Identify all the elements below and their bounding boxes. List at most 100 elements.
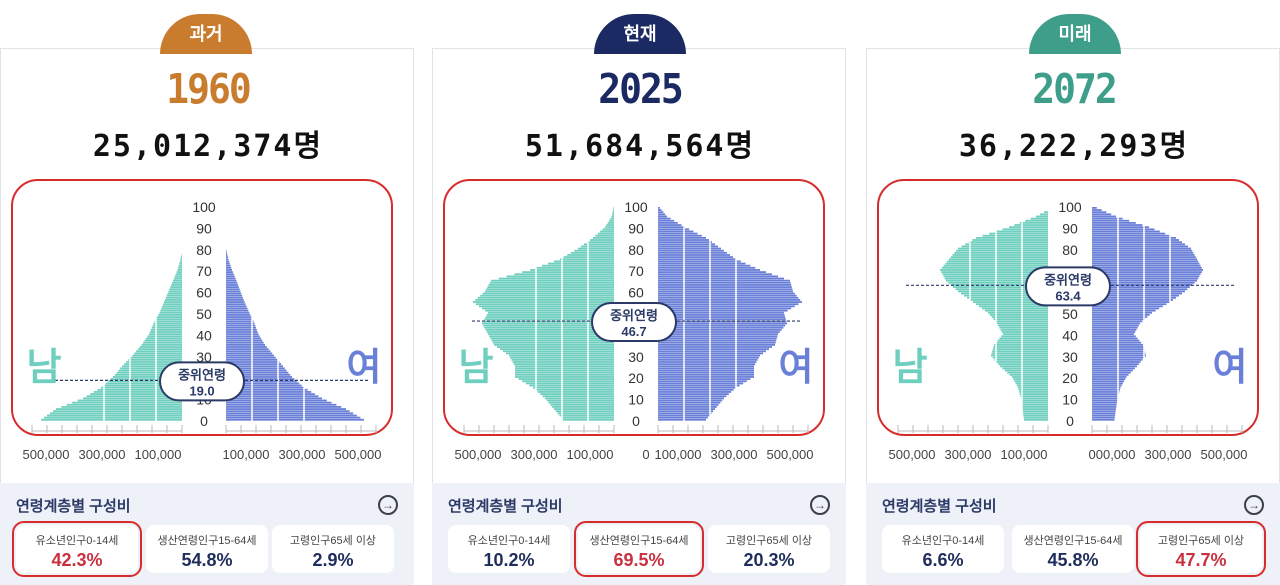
female-bar <box>1092 372 1131 374</box>
male-bar <box>178 267 182 269</box>
female-bar <box>658 385 740 387</box>
female-bar <box>1092 320 1142 322</box>
male-bar <box>990 314 1048 316</box>
ratio-title: 연령계층별 구성비 <box>882 495 997 516</box>
male-bar <box>67 404 182 406</box>
male-bar <box>133 355 183 357</box>
male-bar <box>954 252 1048 254</box>
female-bar <box>658 419 706 421</box>
year-label: 1960 <box>1 65 415 113</box>
male-bar <box>1021 400 1048 402</box>
arrow-right-icon[interactable]: → <box>378 495 398 515</box>
male-bar <box>1031 218 1048 220</box>
male-bar <box>613 209 614 211</box>
population-unit: 명 <box>726 129 756 164</box>
female-bar <box>658 211 663 213</box>
card-label: 고령인구65세 이상 <box>1140 532 1262 548</box>
population-unit: 명 <box>1160 129 1190 164</box>
male-bar <box>506 353 614 355</box>
male-bar <box>608 222 614 224</box>
male-bar <box>998 325 1048 327</box>
female-bar <box>658 318 786 320</box>
x-tick-label: 500,000 <box>1201 447 1248 462</box>
male-bar <box>47 415 182 417</box>
arrow-right-icon[interactable]: → <box>810 495 830 515</box>
male-bar <box>150 331 182 333</box>
female-bar <box>226 286 239 288</box>
age-tick-label: 100 <box>1058 199 1082 215</box>
female-bar <box>658 376 754 378</box>
male-bar <box>953 254 1048 256</box>
tab-present[interactable]: 현재 <box>594 14 686 54</box>
female-bar <box>1092 400 1117 402</box>
female-bar <box>658 305 795 307</box>
female-bar <box>226 290 240 292</box>
age-tick-label: 60 <box>196 285 212 301</box>
female-bar <box>1092 216 1116 218</box>
female-bar <box>658 380 747 382</box>
card-value: 47.7% <box>1140 550 1262 571</box>
population-number: 51,684,564 <box>525 129 726 164</box>
card-youth: 유소년인구0-14세 6.6% <box>882 525 1004 573</box>
female-bar <box>658 335 777 337</box>
male-bar <box>983 235 1048 237</box>
female-bar <box>658 293 795 295</box>
tab-past[interactable]: 과거 <box>160 14 252 54</box>
female-bar <box>658 316 785 318</box>
card-label: 유소년인구0-14세 <box>16 532 138 548</box>
male-bar <box>1001 335 1048 337</box>
female-bar <box>226 404 336 406</box>
male-bar <box>1024 417 1048 419</box>
male-bar <box>1022 402 1048 404</box>
year-label: 2025 <box>433 65 847 113</box>
card-value: 10.2% <box>448 550 570 571</box>
tab-future[interactable]: 미래 <box>1029 14 1121 54</box>
male-bar <box>44 417 182 419</box>
male-bar <box>548 263 614 265</box>
male-bar <box>593 237 614 239</box>
female-bar <box>1092 395 1118 397</box>
male-bar <box>487 286 614 288</box>
age-tick-label: 10 <box>1062 392 1078 408</box>
male-bar <box>998 363 1048 365</box>
arrow-right-icon[interactable]: → <box>1244 495 1264 515</box>
female-bar <box>1092 231 1160 233</box>
card-working: 생산연령인구15-64세 69.5% <box>578 525 700 573</box>
male-bar <box>515 365 614 367</box>
male-bar <box>1003 333 1048 335</box>
male-bar <box>581 246 614 248</box>
female-bar <box>658 342 776 344</box>
age-tick-label: 50 <box>1062 306 1078 322</box>
male-bar <box>158 314 182 316</box>
male-bar <box>162 305 182 307</box>
female-bar <box>226 342 264 344</box>
female-bar <box>658 310 788 312</box>
female-bar <box>658 368 754 370</box>
male-bar <box>180 261 182 263</box>
female-bar <box>226 303 246 305</box>
male-bar <box>515 370 614 372</box>
card-value: 20.3% <box>708 550 830 571</box>
male-bar <box>1022 406 1048 408</box>
female-bar <box>226 346 267 348</box>
female-label: 여 <box>779 345 814 389</box>
male-bar <box>166 297 182 299</box>
female-bar <box>1092 419 1115 421</box>
x-tick-label: 500,000 <box>889 447 936 462</box>
male-bar <box>530 269 614 271</box>
age-tick-label: 0 <box>200 413 208 429</box>
x-tick-label: 300,000 <box>711 447 758 462</box>
female-bar <box>226 314 250 316</box>
female-bar <box>658 222 678 224</box>
female-bar <box>1092 246 1188 248</box>
female-bar <box>1092 368 1135 370</box>
female-bar <box>658 269 760 271</box>
card-elderly: 고령인구65세 이상 20.3% <box>708 525 830 573</box>
female-bar <box>658 314 785 316</box>
male-bar <box>515 372 614 374</box>
female-bar <box>658 323 787 325</box>
female-bar <box>226 402 332 404</box>
male-bar <box>514 273 614 275</box>
female-bar <box>658 382 743 384</box>
female-bar <box>226 299 244 301</box>
